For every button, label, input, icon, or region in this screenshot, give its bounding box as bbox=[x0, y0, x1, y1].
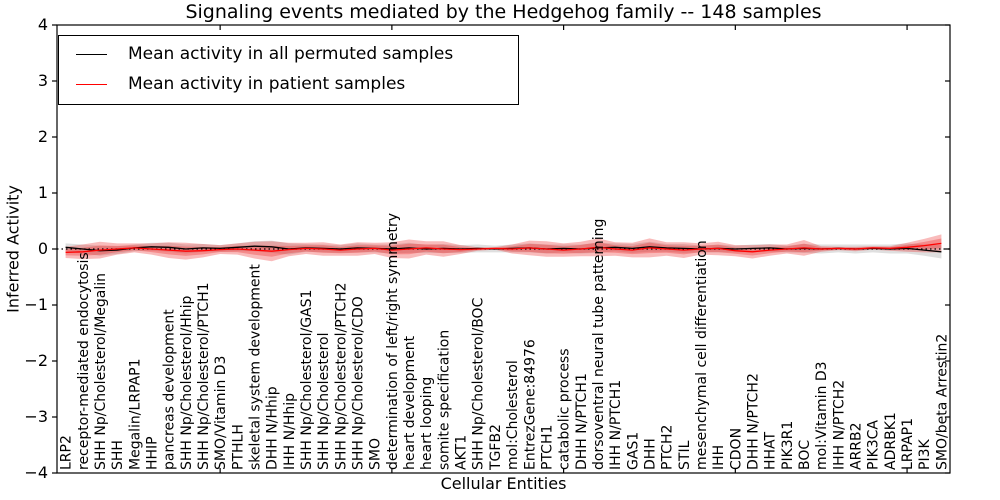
x-category-label: ARRB2 bbox=[849, 422, 865, 470]
legend-label-permuted: Mean activity in all permuted samples bbox=[128, 44, 454, 64]
x-category-label: DHH N/Hhip bbox=[265, 386, 281, 470]
x-category-label: mesenchymal cell differentiation bbox=[694, 240, 710, 470]
x-category-label: SHH Np/Cholesterol bbox=[316, 333, 332, 470]
chart-title: Signaling events mediated by the Hedgeho… bbox=[185, 1, 822, 23]
x-category-label: pancreas development bbox=[162, 309, 178, 470]
x-category-label: mol:Vitamin D3 bbox=[814, 361, 830, 470]
x-category-label: SMO bbox=[368, 438, 384, 470]
x-category-label: catabolic process bbox=[557, 348, 573, 470]
x-category-label: PI3K bbox=[917, 439, 933, 470]
x-category-label: LRP2 bbox=[59, 435, 75, 470]
x-category-label: ADRBK1 bbox=[883, 412, 899, 470]
y-tick-label: −1 bbox=[24, 295, 48, 314]
legend-item-permuted: Mean activity in all permuted samples bbox=[76, 43, 508, 65]
x-category-label: LRPAP1 bbox=[900, 418, 916, 470]
x-category-label: skeletal system development bbox=[247, 264, 263, 470]
x-category-label: SHH Np/Cholesterol/GAS1 bbox=[299, 290, 315, 470]
x-category-label: heart development bbox=[402, 335, 418, 470]
x-category-label: BOC bbox=[797, 440, 813, 470]
x-category-label: IHH bbox=[711, 445, 727, 470]
x-category-label: DHH N/PTCH2 bbox=[746, 373, 762, 470]
x-category-label: somite specification bbox=[436, 330, 452, 470]
x-category-label: PIK3R1 bbox=[780, 421, 796, 470]
x-category-label: SHH Np/Cholesterol/PTCH1 bbox=[196, 282, 212, 470]
patient-band-outer bbox=[65, 234, 942, 262]
x-category-label: IHH N/Hhip bbox=[282, 393, 298, 470]
patient-mean-line bbox=[65, 242, 942, 254]
x-category-label: PTCH2 bbox=[660, 425, 676, 470]
x-category-label: SMO/beta Arrestin2 bbox=[934, 334, 950, 470]
x-category-label: IHH N/PTCH1 bbox=[608, 380, 624, 470]
x-category-label: determination of left/right symmetry bbox=[385, 213, 401, 470]
patient-line-swatch bbox=[76, 83, 107, 85]
x-axis-label: Cellular Entities bbox=[440, 474, 567, 493]
x-category-label: CDON bbox=[728, 428, 744, 470]
x-category-label: PTCH1 bbox=[539, 425, 555, 470]
x-category-label: SHH Np/Cholesterol/PTCH2 bbox=[333, 282, 349, 470]
y-tick-label: 1 bbox=[38, 183, 48, 202]
x-category-label: PIK3CA bbox=[866, 420, 882, 470]
x-category-label: SHH Np/Cholesterol/BOC bbox=[471, 297, 487, 470]
x-category-label: SHH Np/Cholesterol/CDO bbox=[351, 296, 367, 470]
x-category-label: SMO/Vitamin D3 bbox=[213, 356, 229, 470]
y-tick-label: 2 bbox=[38, 127, 48, 146]
y-tick-label: 3 bbox=[38, 71, 48, 90]
x-category-label: receptor-mediated endocytosis bbox=[76, 252, 92, 470]
x-category-label: EntrezGene:84976 bbox=[522, 339, 538, 470]
x-category-label: GAS1 bbox=[625, 432, 641, 470]
x-category-label: AKT1 bbox=[454, 435, 470, 470]
x-category-label: mol:Cholesterol bbox=[505, 360, 521, 470]
patient-band-inner bbox=[65, 238, 942, 257]
y-tick-label: 4 bbox=[38, 15, 48, 34]
x-category-label: STIL bbox=[677, 440, 693, 470]
x-category-label: PTHLH bbox=[230, 424, 246, 470]
x-category-label: SHH bbox=[110, 440, 126, 470]
x-category-label: SHH Np/Cholesterol/Hhip bbox=[179, 296, 195, 470]
x-category-label: DHH N/PTCH1 bbox=[574, 373, 590, 470]
x-category-label: Megalin/LRPAP1 bbox=[127, 358, 143, 470]
x-category-label: dorsoventral neural tube patterning bbox=[591, 219, 607, 470]
legend-item-patient: Mean activity in patient samples bbox=[76, 73, 508, 95]
y-tick-label: 0 bbox=[38, 239, 48, 258]
y-tick-label: −4 bbox=[24, 463, 48, 482]
x-category-label: SHH Np/Cholesterol/Megalin bbox=[93, 273, 109, 470]
x-category-label: HHIP bbox=[144, 436, 160, 470]
permuted-line-swatch bbox=[76, 53, 107, 55]
legend-label-patient: Mean activity in patient samples bbox=[128, 74, 406, 94]
x-category-label: DHH bbox=[642, 438, 658, 470]
x-category-label: heart looping bbox=[419, 377, 435, 470]
y-tick-label: −3 bbox=[24, 407, 48, 426]
y-tick-label: −2 bbox=[24, 351, 48, 370]
x-category-label: HHAT bbox=[763, 431, 779, 470]
legend: Mean activity in all permuted samples Me… bbox=[58, 35, 519, 105]
x-category-label: TGFB2 bbox=[488, 424, 504, 471]
x-category-label: IHH N/PTCH2 bbox=[831, 380, 847, 470]
